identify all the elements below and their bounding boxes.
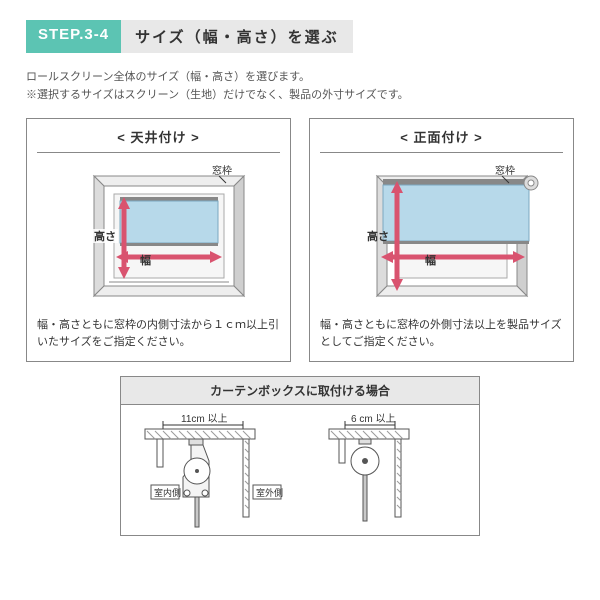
curtain-box-diagram: 11cm 以上 室内側 室外側 xyxy=(121,405,479,535)
curtain-box-panel: カーテンボックスに取付ける場合 11cm 以上 xyxy=(120,376,480,536)
panel-front-title: < 正面付け > xyxy=(320,127,563,153)
intro-line1: ロールスクリーン全体のサイズ（幅・高さ）を選びます。 xyxy=(26,69,574,87)
intro-text: ロールスクリーン全体のサイズ（幅・高さ）を選びます。 ※選択するサイズはスクリー… xyxy=(26,69,574,104)
svg-text:室外側: 室外側 xyxy=(256,487,283,498)
svg-text:室内側: 室内側 xyxy=(154,487,181,498)
panel-front-desc: 幅・高さともに窓枠の外側寸法以上を製品サイズとしてご指定ください。 xyxy=(320,317,563,351)
svg-text:幅: 幅 xyxy=(140,253,151,267)
svg-text:高さ: 高さ xyxy=(94,229,116,243)
panel-ceiling-title: < 天井付け > xyxy=(37,127,280,153)
svg-text:幅: 幅 xyxy=(425,253,436,267)
curtain-box-title: カーテンボックスに取付ける場合 xyxy=(121,377,479,405)
dim-11cm: 11cm 以上 xyxy=(181,413,228,425)
step-badge: STEP.3-4 xyxy=(26,20,121,53)
svg-text:窓枠: 窓枠 xyxy=(495,164,515,177)
svg-text:高さ: 高さ xyxy=(367,229,389,243)
panel-ceiling-diagram: 窓枠 高さ 幅 xyxy=(37,161,280,311)
step-title: サイズ（幅・高さ）を選ぶ xyxy=(121,20,353,53)
panel-ceiling-desc: 幅・高さともに窓枠の内側寸法から１ｃｍ以上引いたサイズをご指定ください。 xyxy=(37,317,280,351)
step-header: STEP.3-4 サイズ（幅・高さ）を選ぶ xyxy=(26,20,574,53)
label-frame: 窓枠 xyxy=(212,164,232,177)
panel-front-diagram: 窓枠 高さ 幅 xyxy=(320,161,563,311)
dim-6cm: 6 cm 以上 xyxy=(351,413,395,425)
panel-front: < 正面付け > 窓枠 xyxy=(309,118,574,362)
panels: < 天井付け > 窓枠 xyxy=(26,118,574,362)
panel-ceiling: < 天井付け > 窓枠 xyxy=(26,118,291,362)
intro-line2: ※選択するサイズはスクリーン（生地）だけでなく、製品の外寸サイズです。 xyxy=(26,87,574,105)
